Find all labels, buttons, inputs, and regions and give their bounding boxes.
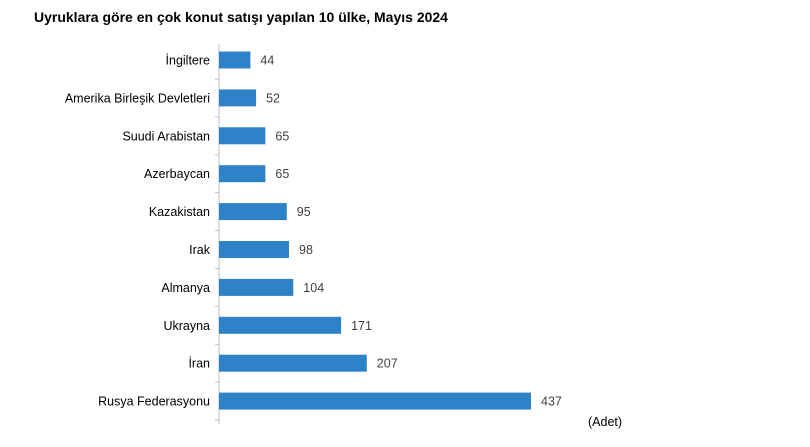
category-label-2: Suudi Arabistan <box>122 129 210 143</box>
value-label-6: 104 <box>303 281 324 295</box>
bar-8 <box>219 354 367 372</box>
bar-2 <box>219 127 266 145</box>
category-label-1: Amerika Birleşik Devletleri <box>65 91 210 105</box>
value-label-0: 44 <box>260 54 274 68</box>
category-label-9: Rusya Federasyonu <box>98 395 210 409</box>
bar-5 <box>219 241 289 258</box>
unit-label: (Adet) <box>588 415 622 429</box>
bar-0 <box>219 51 251 69</box>
value-label-7: 171 <box>351 319 372 333</box>
chart-title: Uyruklara göre en çok konut satışı yapıl… <box>34 9 448 25</box>
category-label-5: Irak <box>189 243 211 257</box>
value-label-5: 98 <box>299 243 313 257</box>
category-label-8: İran <box>188 357 210 371</box>
category-label-3: Azerbaycan <box>144 167 210 181</box>
value-label-4: 95 <box>297 205 311 219</box>
category-label-6: Almanya <box>161 281 210 295</box>
value-label-8: 207 <box>377 357 398 371</box>
bar-3 <box>219 165 266 183</box>
category-label-4: Kazakistan <box>149 205 210 219</box>
bar-1 <box>219 89 257 107</box>
bar-9 <box>219 392 531 410</box>
bar-7 <box>219 316 342 334</box>
value-label-2: 65 <box>275 129 289 143</box>
bar-6 <box>219 278 294 296</box>
value-label-9: 437 <box>541 395 562 409</box>
bar-4 <box>219 203 287 221</box>
value-label-1: 52 <box>266 91 280 105</box>
category-label-0: İngiltere <box>166 54 211 68</box>
category-label-7: Ukrayna <box>163 319 210 333</box>
bars-group: İngiltere 44 Amerika Birleşik Devletleri 52… <box>65 51 562 421</box>
value-label-3: 65 <box>275 167 289 181</box>
